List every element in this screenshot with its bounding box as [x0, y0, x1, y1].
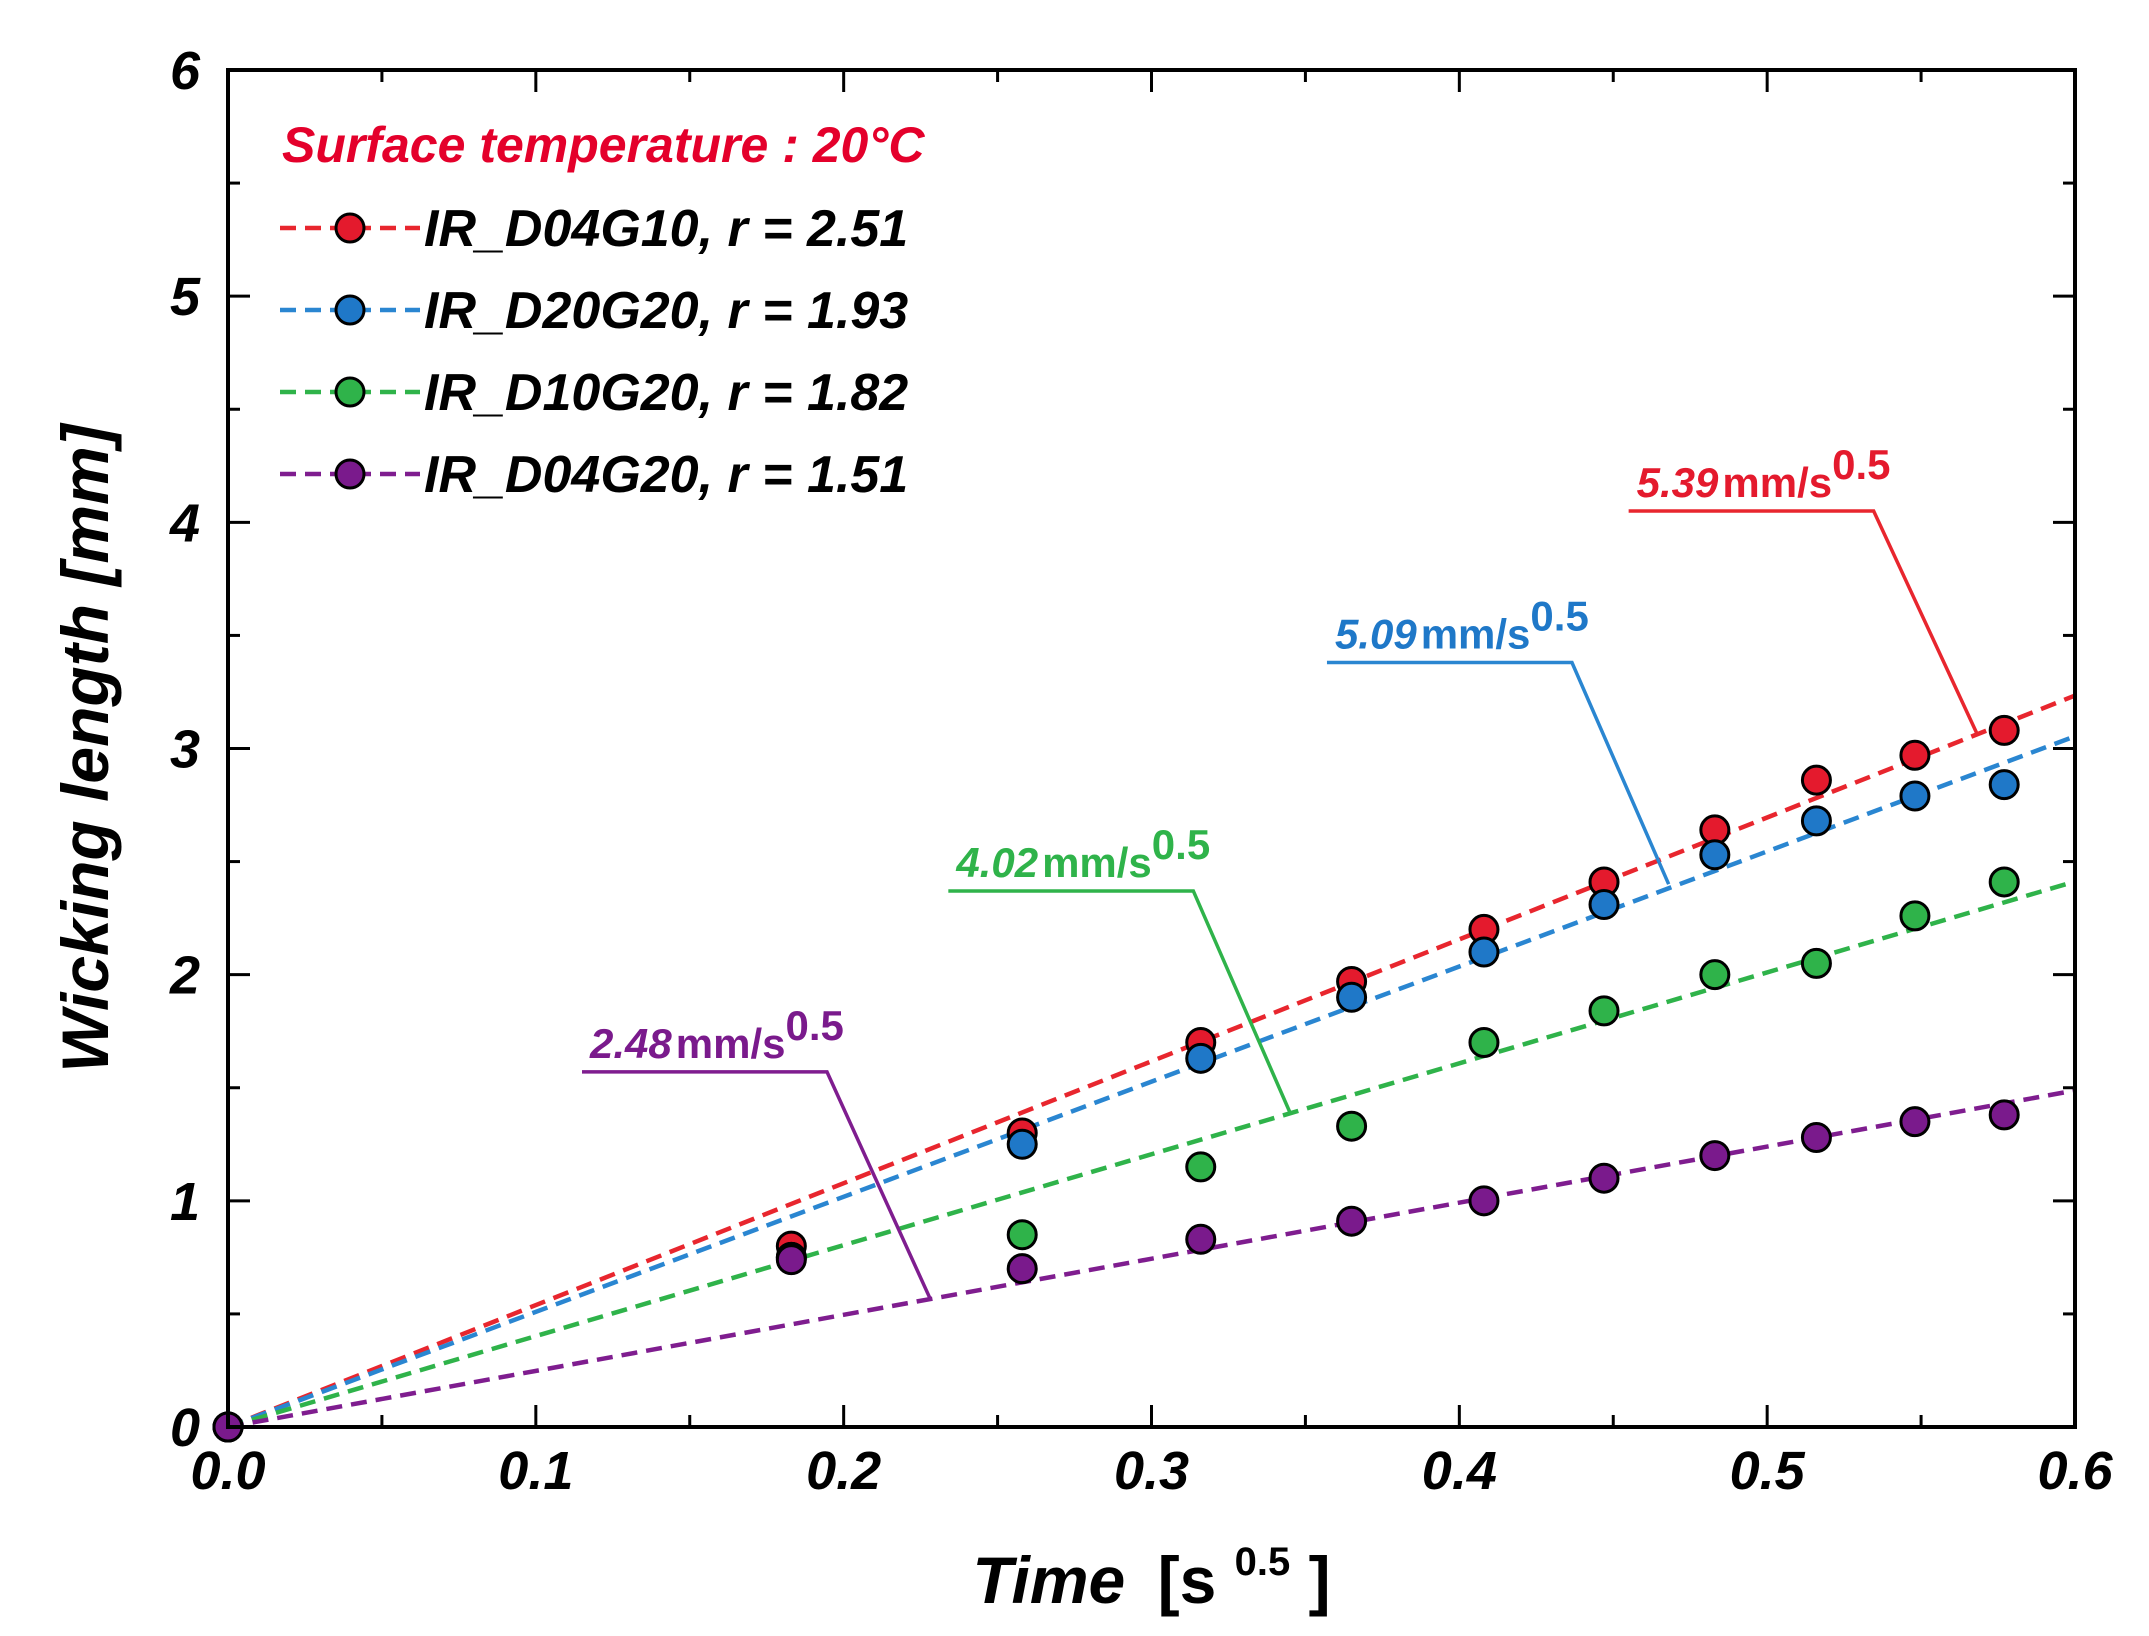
legend-marker	[334, 294, 366, 326]
legend-label: IR_D10G20, r = 1.82	[424, 364, 908, 422]
y-tick-label: 0	[170, 1398, 200, 1458]
slope-label-exponent: 0.5	[785, 1002, 843, 1049]
data-point	[1336, 981, 1368, 1013]
slope-leader-line	[1326, 660, 1671, 885]
x-tick-label: 0.3	[1114, 1441, 1189, 1501]
data-point	[1899, 780, 1931, 812]
slope-label: 2.48mm/s0.5	[589, 1002, 844, 1067]
data-point	[1588, 1162, 1620, 1194]
legend-title: Surface temperature : 20°C	[282, 117, 925, 173]
slope-label-unit: mm/s	[676, 1020, 786, 1067]
data-point	[1699, 1140, 1731, 1172]
y-tick-label: 1	[170, 1172, 200, 1232]
x-tick-label: 0.0	[190, 1441, 265, 1501]
legend-label: IR_D04G20, r = 1.51	[424, 446, 908, 504]
slope-annotations-layer: 5.39mm/s0.55.09mm/s0.54.02mm/s0.52.48mm/…	[582, 441, 1979, 1299]
data-point	[1006, 1253, 1038, 1285]
x-tick-label: 0.4	[1422, 1441, 1497, 1501]
x-axis-title-unit-close: ]	[1309, 1543, 1331, 1617]
data-point	[1006, 1219, 1038, 1251]
data-point	[1899, 900, 1931, 932]
x-tick-label: 0.2	[806, 1441, 881, 1501]
slope-label-exponent: 0.5	[1152, 821, 1210, 868]
data-point	[1336, 1110, 1368, 1142]
y-tick-label: 6	[170, 41, 201, 101]
axis-ticks-layer	[226, 68, 2077, 1429]
legend-marker	[334, 212, 366, 244]
y-axis-title: Wicking length [mm]	[48, 422, 122, 1072]
data-point	[1185, 1223, 1217, 1255]
slope-label-value: 4.02	[955, 839, 1038, 886]
x-axis-title: Time [s 0.5 ]	[972, 1515, 1330, 1617]
data-point	[1699, 839, 1731, 871]
plot-frame	[226, 68, 2077, 1429]
slope-label-unit: mm/s	[1421, 611, 1531, 658]
slope-label-exponent: 0.5	[1832, 441, 1890, 488]
fit-lines-layer	[227, 693, 2076, 1430]
fit-line	[227, 879, 2076, 1430]
data-point	[1800, 805, 1832, 837]
legend-marker	[334, 376, 366, 408]
legend-label: IR_D04G10, r = 2.51	[424, 200, 908, 258]
data-point	[1899, 739, 1931, 771]
data-point	[1336, 1205, 1368, 1237]
x-axis-title-unit-exponent: 0.5	[1235, 1540, 1291, 1584]
legend: Surface temperature : 20°C IR_D04G10, r =…	[280, 117, 925, 504]
slope-label: 4.02mm/s0.5	[955, 821, 1210, 886]
data-point	[1185, 1042, 1217, 1074]
x-tick-label: 0.6	[2037, 1441, 2113, 1501]
tick-labels-layer: 0.0 0.1 0.2 0.3 0.4 0.5 0.6 0 1 2 3 4 5 6	[169, 41, 2114, 1501]
slope-leader-line	[948, 889, 1292, 1114]
y-tick-label: 2	[169, 946, 200, 1006]
data-point	[1800, 1122, 1832, 1154]
slope-label-value: 2.48	[589, 1020, 672, 1067]
data-point	[1988, 769, 2020, 801]
slope-label-exponent: 0.5	[1530, 593, 1588, 640]
slope-leader-line	[1628, 509, 1979, 734]
data-point	[1988, 714, 2020, 746]
legend-label: IR_D20G20, r = 1.93	[424, 282, 908, 340]
data-point	[1468, 1027, 1500, 1059]
fit-line	[227, 734, 2076, 1430]
data-point	[1006, 1128, 1038, 1160]
data-point	[1185, 1151, 1217, 1183]
slope-leader-line	[582, 1070, 932, 1299]
data-point	[1800, 947, 1832, 979]
slope-label-value: 5.39	[1637, 459, 1719, 506]
x-axis-title-unit: [s	[1158, 1543, 1217, 1617]
x-tick-label: 0.5	[1730, 1441, 1806, 1501]
data-point	[1588, 889, 1620, 921]
y-tick-label: 5	[170, 267, 201, 327]
y-tick-label: 4	[169, 493, 200, 553]
data-point	[1699, 959, 1731, 991]
legend-marker	[334, 458, 366, 490]
data-point	[1800, 764, 1832, 796]
fit-line	[227, 1088, 2076, 1430]
fit-line	[227, 693, 2076, 1430]
y-tick-label: 3	[170, 720, 200, 780]
data-point	[1588, 995, 1620, 1027]
data-point	[1468, 936, 1500, 968]
data-point	[1988, 1099, 2020, 1131]
data-point	[1468, 1185, 1500, 1217]
data-point	[1988, 866, 2020, 898]
slope-label-unit: mm/s	[1722, 459, 1832, 506]
slope-label-unit: mm/s	[1042, 839, 1152, 886]
data-point	[775, 1244, 807, 1276]
slope-label: 5.39mm/s0.5	[1637, 441, 1891, 506]
x-axis-title-label: Time	[972, 1543, 1125, 1617]
data-points-layer	[212, 714, 2020, 1443]
slope-label-value: 5.09	[1335, 611, 1417, 658]
x-tick-label: 0.1	[498, 1441, 573, 1501]
data-point	[1899, 1106, 1931, 1138]
slope-label: 5.09mm/s0.5	[1335, 593, 1589, 658]
